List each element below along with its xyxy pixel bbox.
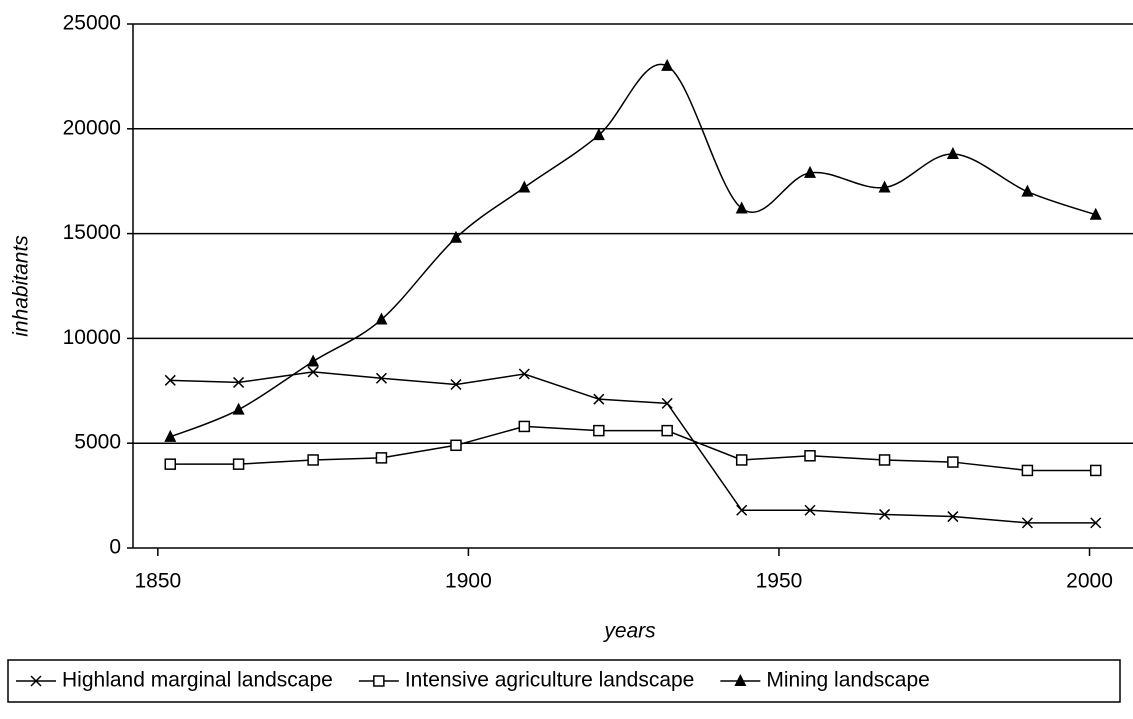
point [233, 376, 245, 388]
point [592, 128, 605, 141]
y-axis-label: inhabitants [10, 235, 33, 337]
point [804, 504, 816, 516]
point [878, 180, 891, 193]
point [661, 58, 674, 71]
point [164, 374, 176, 386]
point [450, 439, 462, 452]
point [1021, 464, 1034, 477]
point [449, 230, 462, 243]
point [804, 165, 817, 178]
point [1021, 517, 1033, 529]
y-tick-label: 10000 [63, 326, 121, 349]
series-line [170, 371, 1096, 524]
point [164, 458, 177, 470]
point [232, 402, 245, 415]
point [661, 424, 673, 437]
point [946, 146, 959, 159]
y-tick-label: 25000 [63, 12, 121, 35]
point [947, 511, 959, 523]
legend-marker [373, 675, 385, 687]
point [164, 429, 177, 442]
point [375, 452, 388, 464]
point [735, 201, 748, 214]
y-tick-label: 5000 [74, 431, 121, 454]
point [307, 454, 319, 466]
point [307, 354, 320, 367]
point [1021, 184, 1034, 197]
point [661, 397, 673, 409]
x-tick-label: 1850 [134, 570, 181, 593]
point [736, 504, 748, 516]
legend-label: Mining landscape [766, 669, 929, 692]
point [518, 180, 531, 193]
point [375, 372, 387, 384]
point [1089, 464, 1102, 477]
point [593, 393, 605, 405]
point [1089, 207, 1102, 220]
series-line [170, 425, 1096, 472]
legend-marker [734, 674, 747, 686]
point [375, 312, 388, 325]
point [804, 450, 816, 462]
y-tick-label: 20000 [63, 116, 121, 139]
point [1090, 517, 1102, 529]
point [450, 378, 462, 391]
point [879, 508, 891, 520]
point [593, 424, 605, 437]
point [518, 368, 530, 380]
series-line [169, 63, 1096, 438]
y-tick-label: 0 [109, 536, 121, 559]
y-tick-label: 15000 [63, 221, 121, 244]
x-axis-label: years [602, 620, 656, 643]
legend-label: Intensive agriculture landscape [405, 669, 695, 692]
point [232, 458, 245, 470]
point [518, 420, 531, 433]
legend-box [7, 659, 1121, 703]
legend-label: Highland marginal landscape [62, 669, 333, 692]
x-tick-label: 2000 [1066, 570, 1113, 593]
point [947, 456, 959, 468]
legend-marker [30, 675, 42, 687]
x-tick-label: 1900 [445, 570, 492, 593]
point [307, 366, 319, 378]
point [878, 454, 891, 466]
x-tick-label: 1950 [756, 570, 803, 593]
point [735, 454, 748, 466]
